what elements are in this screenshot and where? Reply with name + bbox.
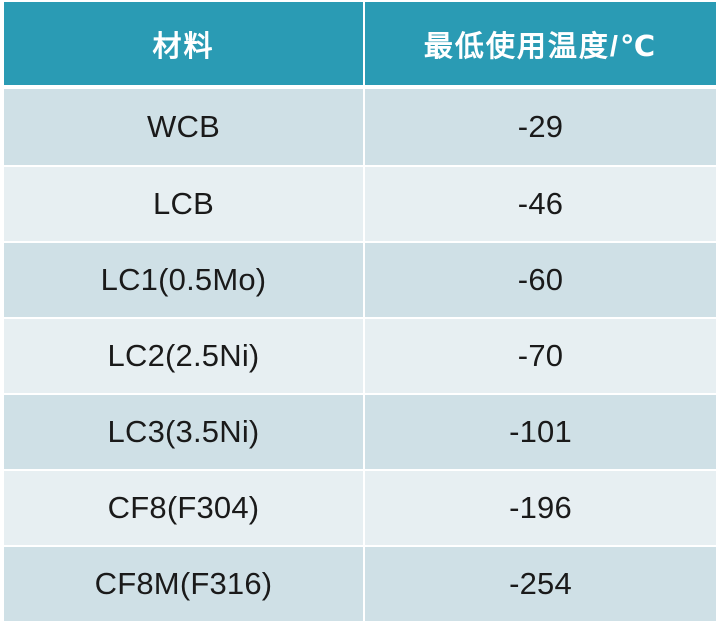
min-temp-cell: -254 xyxy=(365,547,716,621)
table-row: CF8M(F316) -254 xyxy=(4,545,716,621)
header-min-temperature: 最低使用温度/℃ xyxy=(365,2,716,85)
material-temperature-table: 材料 最低使用温度/℃ WCB -29 LCB -46 LC1(0.5Mo) -… xyxy=(4,2,716,621)
min-temp-cell: -70 xyxy=(365,319,716,393)
material-cell: LCB xyxy=(4,167,365,241)
table-row: WCB -29 xyxy=(4,89,716,165)
material-cell: WCB xyxy=(4,89,365,165)
table-row: LCB -46 xyxy=(4,165,716,241)
material-cell: CF8M(F316) xyxy=(4,547,365,621)
min-temp-cell: -29 xyxy=(365,89,716,165)
table-row: LC1(0.5Mo) -60 xyxy=(4,241,716,317)
table-row: LC2(2.5Ni) -70 xyxy=(4,317,716,393)
table-row: LC3(3.5Ni) -101 xyxy=(4,393,716,469)
header-divider xyxy=(4,85,716,89)
header-material: 材料 xyxy=(4,2,365,85)
material-cell: LC1(0.5Mo) xyxy=(4,243,365,317)
min-temp-cell: -101 xyxy=(365,395,716,469)
min-temp-cell: -196 xyxy=(365,471,716,545)
min-temp-cell: -60 xyxy=(365,243,716,317)
material-cell: LC3(3.5Ni) xyxy=(4,395,365,469)
table-row: CF8(F304) -196 xyxy=(4,469,716,545)
material-cell: LC2(2.5Ni) xyxy=(4,319,365,393)
table-header-row: 材料 最低使用温度/℃ xyxy=(4,2,716,85)
min-temp-cell: -46 xyxy=(365,167,716,241)
material-cell: CF8(F304) xyxy=(4,471,365,545)
